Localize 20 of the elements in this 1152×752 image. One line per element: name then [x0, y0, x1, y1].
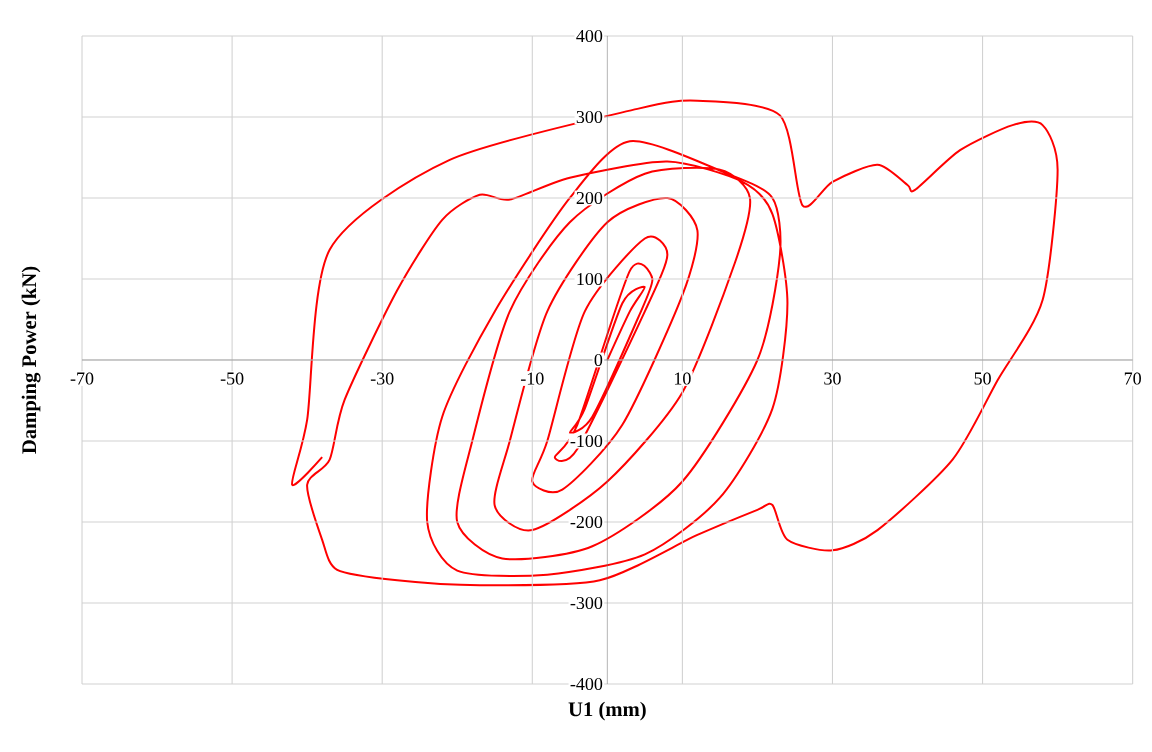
- x-tick-label: 70: [1124, 372, 1141, 385]
- x-tick-label: -70: [70, 372, 94, 385]
- y-tick-label: -400: [570, 677, 603, 691]
- y-tick-label: 300: [576, 110, 603, 124]
- y-tick-label: 200: [576, 191, 603, 205]
- x-tick-label: -10: [520, 372, 544, 385]
- y-tick-label: -200: [570, 515, 603, 529]
- y-tick-label: -300: [570, 596, 603, 610]
- x-tick-label: -50: [220, 372, 244, 385]
- x-tick-label: 10: [674, 372, 691, 385]
- y-tick-label: 100: [577, 272, 603, 286]
- x-axis-title: U1 (mm): [568, 701, 646, 721]
- y-axis-title: Damping Power (kN): [21, 266, 41, 454]
- y-tick-label: 400: [576, 29, 603, 43]
- x-tick-label: 50: [974, 372, 991, 385]
- x-tick-label: -30: [370, 372, 394, 385]
- y-tick-label: -100: [570, 434, 603, 448]
- y-tick-label: 0: [594, 353, 603, 367]
- line-series: [291, 99, 1059, 587]
- x-tick-label: 30: [824, 372, 841, 385]
